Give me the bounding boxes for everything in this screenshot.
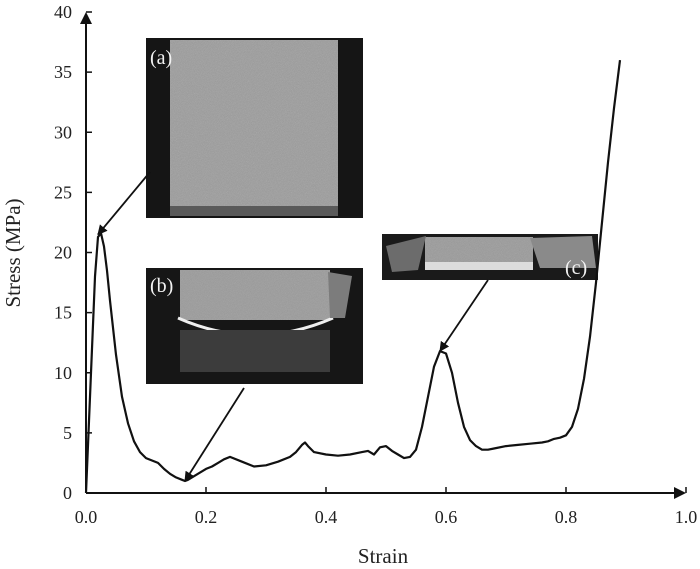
axes: 0.0 0.2 0.4 0.6 0.8 1.0 0 5 10 15 20 25 30 35 40 (54, 2, 697, 527)
inset-c-photo: (c) (382, 234, 598, 280)
y-tick-label: 10 (54, 363, 72, 383)
y-tick-label: 30 (54, 122, 72, 142)
inset-b-photo: (b) (146, 268, 363, 384)
inset-pointer-arrow (97, 171, 151, 236)
y-tick-label: 5 (63, 423, 72, 443)
x-tick-label: 0.8 (555, 507, 578, 527)
x-axis-title: Strain (358, 544, 409, 568)
x-tick-label: 0.0 (75, 507, 98, 527)
y-tick-label: 40 (54, 2, 72, 22)
inset-pointer-arrow (439, 279, 489, 352)
y-tick-label: 25 (54, 182, 72, 202)
x-tick-label: 0.2 (195, 507, 218, 527)
inset-c-label: (c) (565, 257, 587, 279)
annotation-arrows (97, 171, 489, 482)
y-tick-label: 15 (54, 303, 72, 323)
inset-b-label: (b) (150, 275, 173, 297)
y-axis-arrowhead (80, 12, 92, 24)
inset-pointer-arrow (184, 387, 245, 482)
x-tick-label: 0.4 (315, 507, 338, 527)
x-axis-arrowhead (674, 487, 686, 499)
data-layer (84, 59, 622, 494)
series-line (84, 59, 622, 494)
y-tick-label: 20 (54, 243, 72, 263)
y-tick-label: 0 (63, 483, 72, 503)
inset-a-photo: (a) (146, 38, 363, 218)
y-axis-title: Stress (MPa) (1, 198, 25, 307)
y-tick-label: 35 (54, 62, 72, 82)
x-tick-label: 1.0 (675, 507, 698, 527)
inset-a-label: (a) (150, 47, 172, 69)
x-tick-label: 0.6 (435, 507, 458, 527)
